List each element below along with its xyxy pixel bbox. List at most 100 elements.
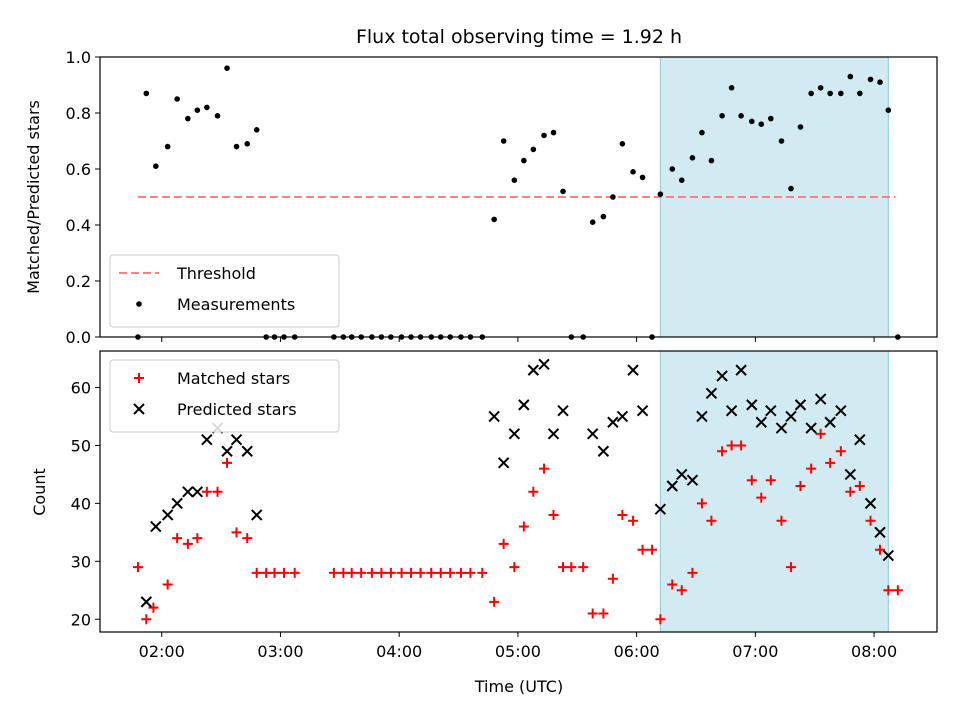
x-tick-label: 04:00: [376, 642, 422, 661]
measurement-point: [619, 141, 626, 147]
matched-point: [162, 579, 173, 590]
matched-point: [509, 562, 520, 573]
y-tick-label: 40: [71, 494, 91, 513]
measurement-point: [827, 90, 833, 97]
matched-point: [498, 538, 509, 549]
plot-frame: [99, 56, 938, 338]
plot-frame: [99, 350, 938, 633]
matched-point: [835, 446, 846, 457]
predicted-point: [716, 370, 728, 382]
matched-point: [706, 515, 717, 526]
matched-point: [854, 480, 865, 491]
measurement-point: [253, 127, 260, 133]
predicted-point: [654, 503, 667, 515]
predicted-point: [775, 422, 788, 434]
matched-point: [566, 562, 577, 573]
y-tick-label: 0.6: [66, 160, 91, 179]
measurement-point: [728, 85, 735, 91]
matched-point: [736, 440, 747, 451]
predicted-point: [864, 497, 877, 510]
predicted-point: [182, 486, 194, 498]
measurement-point: [788, 185, 794, 192]
matched-point: [328, 567, 339, 578]
measurement-point: [669, 166, 676, 172]
matched-point: [426, 567, 437, 578]
measurement-point: [153, 163, 159, 169]
measurement-point: [797, 124, 804, 130]
x-tick-label: 02:00: [139, 642, 185, 661]
predicted-point: [597, 445, 610, 457]
y-tick-label: 30: [71, 552, 91, 571]
measurement-point: [877, 79, 883, 85]
measurement-point: [491, 216, 497, 223]
matched-point: [892, 585, 903, 596]
predicted-point: [201, 433, 213, 446]
measurement-point: [838, 90, 844, 97]
measurement-point: [708, 157, 715, 164]
matched-point: [607, 573, 618, 584]
predicted-point: [497, 457, 510, 469]
matched-point: [617, 509, 628, 520]
matched-point: [746, 475, 757, 486]
measurement-point: [244, 141, 251, 147]
measurement-point: [204, 104, 210, 111]
measurement-point: [767, 115, 774, 122]
matched-point: [756, 492, 767, 503]
matched-point: [598, 608, 609, 619]
matched-point: [415, 567, 426, 578]
matched-point: [628, 515, 639, 526]
y-tick-label: 1.0: [66, 48, 91, 67]
predicted-point: [488, 410, 500, 423]
matched-point: [346, 567, 357, 578]
measurement-point: [639, 174, 646, 181]
y-tick-label: 0.2: [66, 272, 91, 291]
matched-point: [806, 463, 817, 474]
y-tick-label: 0.8: [66, 104, 91, 123]
predicted-point: [844, 468, 857, 481]
matched-point: [845, 486, 856, 497]
matched-point: [435, 567, 446, 578]
legend: Threshold Measurements: [109, 254, 340, 328]
measurement-point: [867, 76, 874, 83]
predicted-point: [735, 364, 747, 376]
measurement-point: [817, 85, 824, 91]
measurement-point: [610, 194, 616, 200]
matched-point: [815, 428, 826, 439]
measurement-point: [214, 113, 221, 119]
x-tick-label: 08:00: [851, 642, 897, 661]
measurement-point: [224, 65, 230, 71]
measurement-point: [857, 90, 863, 97]
legend-predicted-swatch: [133, 403, 145, 415]
x-axis-label: Time (UTC): [474, 677, 563, 696]
predicted-point: [547, 428, 560, 440]
matched-point: [865, 515, 876, 526]
measurement-point: [511, 177, 518, 183]
matched-point: [785, 562, 796, 573]
predicted-point: [171, 497, 183, 510]
matched-point: [875, 544, 886, 555]
measurement-point: [758, 121, 765, 127]
measurement-point: [530, 146, 537, 153]
predicted-point: [518, 399, 530, 411]
predicted-point: [508, 428, 521, 440]
matched-point: [376, 567, 387, 578]
predicted-point: [616, 410, 629, 423]
matched-point: [825, 457, 836, 468]
matched-point: [231, 527, 242, 538]
matched-point: [696, 498, 707, 509]
measurement-point: [748, 118, 755, 125]
matched-point: [528, 486, 539, 497]
predicted-point: [705, 387, 718, 400]
matched-point: [465, 567, 476, 578]
matched-point: [172, 533, 183, 544]
matched-point: [212, 486, 223, 497]
measurement-point: [600, 213, 607, 220]
predicted-point: [230, 433, 243, 446]
matched-point: [385, 567, 396, 578]
matched-point: [578, 562, 589, 573]
measurement-point: [560, 188, 566, 195]
matched-point: [182, 538, 193, 549]
matched-point: [222, 457, 233, 468]
predicted-point: [557, 404, 569, 417]
y-tick-label: 60: [71, 379, 91, 398]
